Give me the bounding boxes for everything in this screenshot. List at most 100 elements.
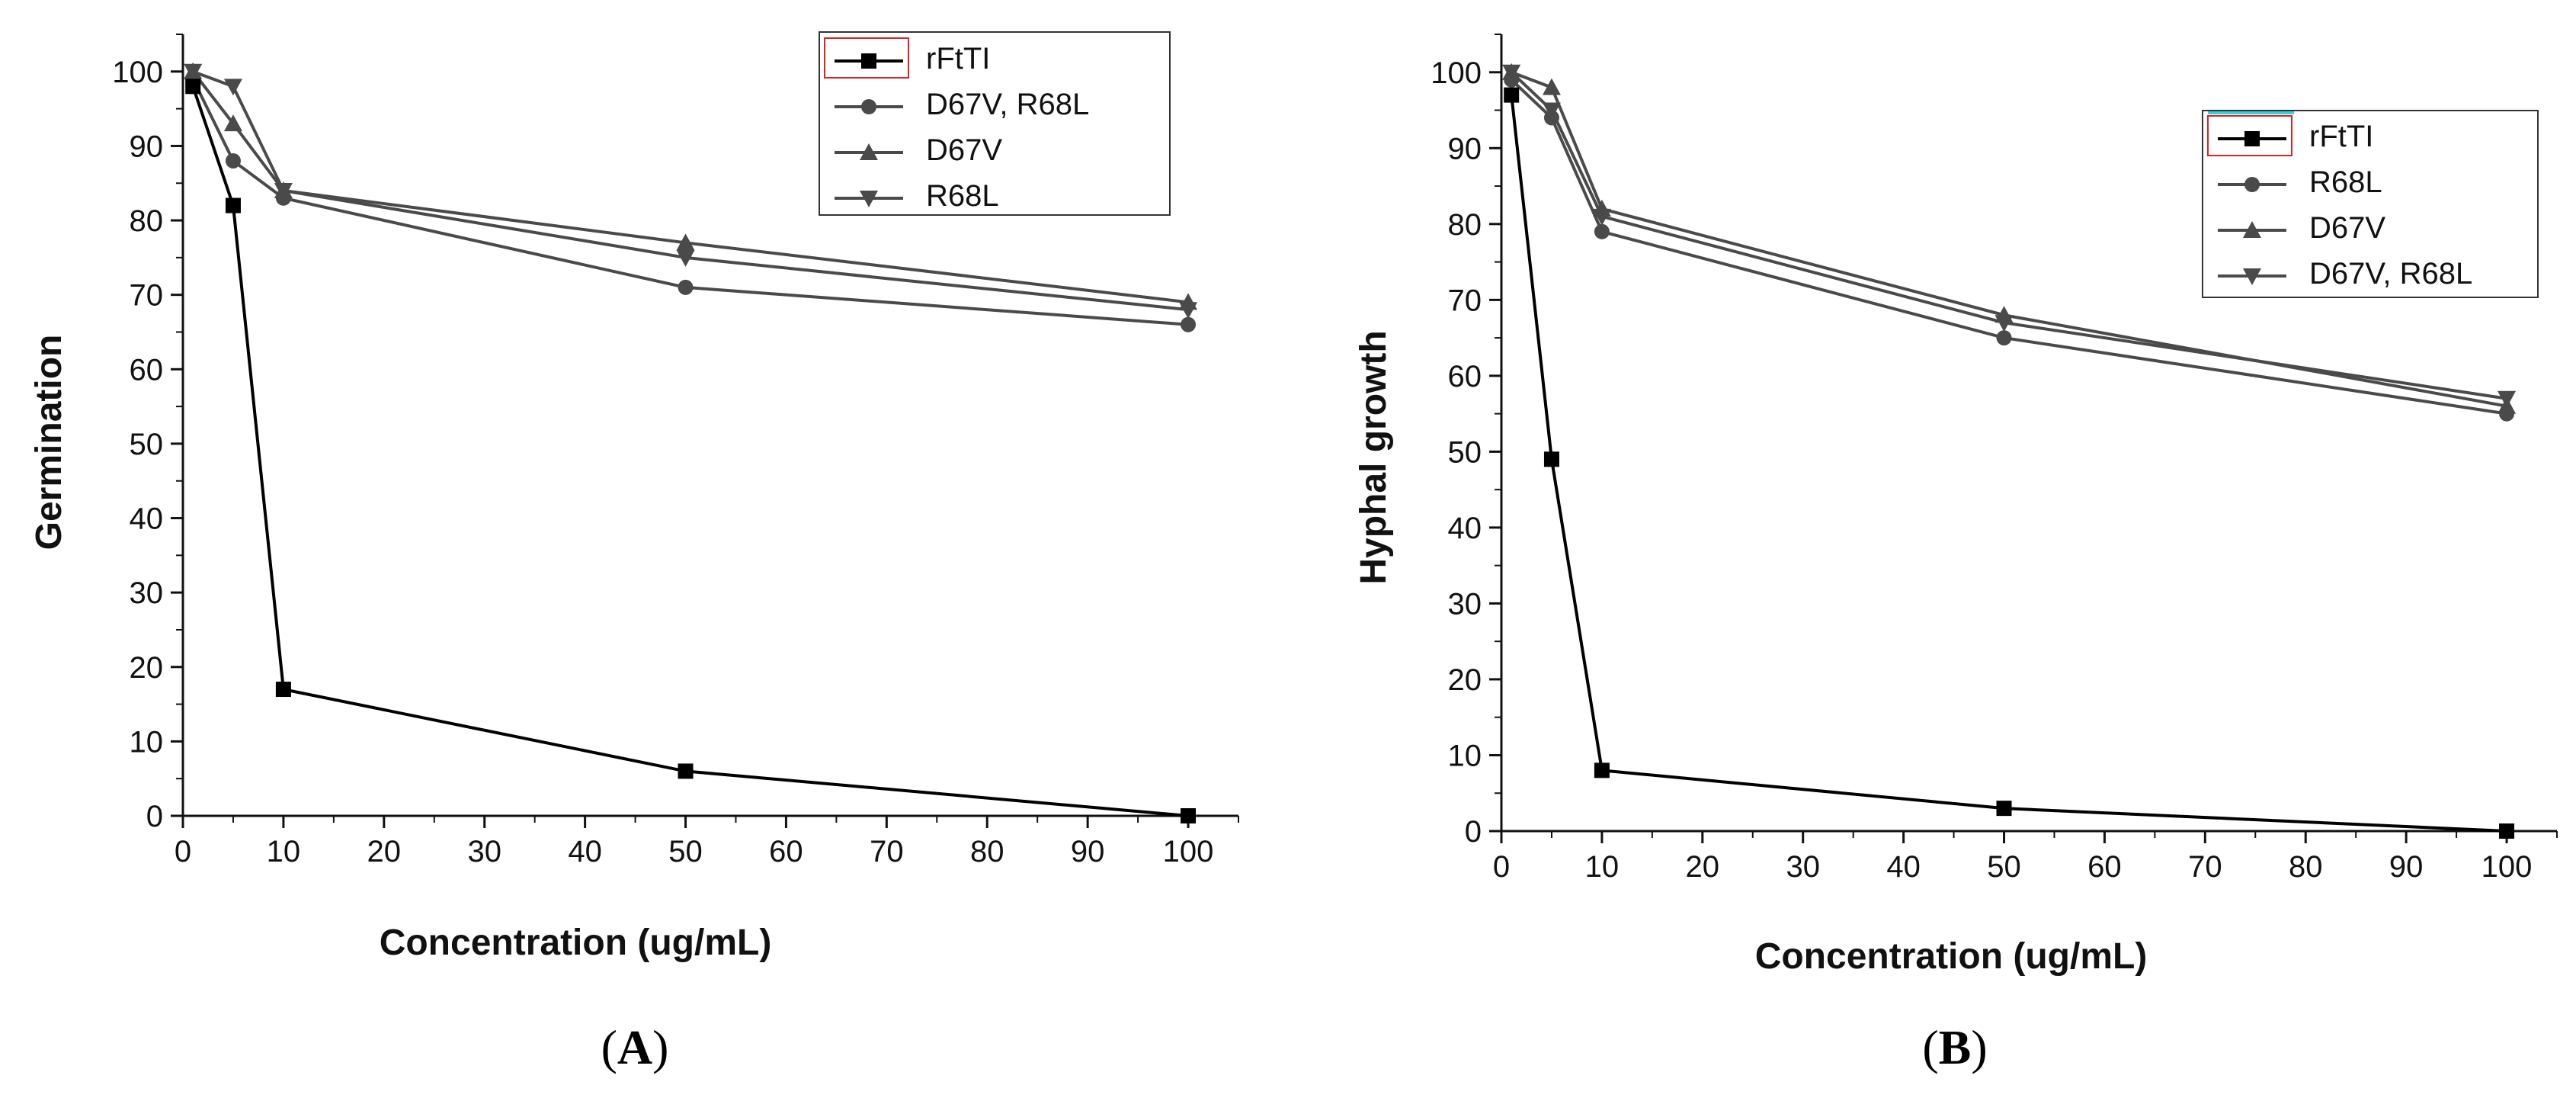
chart-b-y-tick-label: 20	[1448, 663, 1482, 697]
chart-a-data-point	[678, 763, 694, 779]
chart-a-y-tick-label: 50	[130, 428, 164, 461]
chart-b-x-tick-label: 80	[2289, 850, 2323, 884]
chart-a-x-tick-label: 30	[467, 835, 501, 868]
chart-a-legend-key-marker	[861, 53, 876, 69]
chart-a-x-tick-label: 80	[970, 835, 1004, 868]
chart-b-y-tick-label: 0	[1465, 815, 1482, 849]
chart-b-y-tick-label: 70	[1448, 284, 1482, 317]
chart-a-legend-label: D67V, R68L	[926, 88, 1089, 121]
chart-a-legend-key-marker	[860, 143, 878, 160]
chart-a-y-axis-title: Germination	[29, 335, 69, 550]
chart-a-y-tick-label: 20	[130, 651, 164, 685]
chart-b-x-tick-label: 100	[2481, 850, 2533, 884]
chart-b-legend-label: rFtTI	[2309, 120, 2373, 153]
chart-a-y-tick-label: 60	[130, 353, 164, 387]
chart-b-y-tick-label: 60	[1448, 360, 1482, 393]
chart-b-legend-highlight	[2207, 115, 2292, 156]
chart-b-x-tick-label: 90	[2389, 850, 2424, 884]
chart-a-data-point	[676, 249, 695, 267]
chart-a-x-tick-label: 100	[1163, 835, 1214, 868]
chart-a-data-point	[225, 152, 241, 169]
chart-a-x-tick-label: 50	[668, 835, 703, 868]
chart-b-x-tick-label: 0	[1493, 850, 1510, 884]
chart-b-x-tick-label: 60	[2087, 850, 2122, 884]
chart-a-legend-label: D67V	[926, 133, 1002, 167]
chart-b-legend-label: D67V	[2309, 211, 2385, 245]
chart-a-x-tick-label: 90	[1071, 835, 1105, 868]
chart-a-data-point	[274, 183, 293, 200]
chart-a-legend: rFtTI D67V, R68L D67V R68L	[819, 31, 1171, 216]
chart-a-y-tick-label: 0	[146, 800, 163, 833]
chart-b-x-tick-label: 50	[1987, 850, 2021, 884]
chart-b-x-tick-label: 70	[2188, 850, 2222, 884]
chart-b-y-axis-title: Hyphal growth	[1354, 330, 1394, 584]
chart-a-data-point	[1181, 808, 1197, 823]
chart-b-data-point	[1542, 102, 1561, 120]
chart-a-data-point	[185, 79, 201, 95]
chart-a-plot-area: 0 10 20 30 40 50 60 70 80 90 100 0 10 20 30 40 50 60 70 80 9…	[112, 34, 1239, 868]
chart-panel-b: 0 10 20 30 40 50 60 70 80 90 100 0 10 20 30 40 50 60 70 80 9…	[1354, 34, 2558, 1074]
chart-b-y-tick-label: 80	[1448, 208, 1482, 242]
chart-b-data-point	[1594, 762, 1610, 778]
chart-a-data-point	[1179, 302, 1198, 319]
chart-b-y-tick-label: 90	[1448, 132, 1482, 165]
chart-a-x-tick-label: 10	[267, 835, 301, 868]
chart-b-data-point	[1594, 223, 1610, 239]
chart-b-y-tick-label: 100	[1431, 56, 1482, 90]
chart-b-data-point	[1542, 78, 1561, 95]
chart-b-legend-label: D67V, R68L	[2309, 257, 2472, 290]
chart-b-data-point	[1994, 315, 2014, 332]
chart-a-data-point	[678, 279, 694, 295]
chart-a-y-tick-label: 90	[130, 130, 164, 163]
chart-a-y-tick-label: 10	[130, 725, 164, 759]
chart-a-y-tick-label: 30	[130, 576, 164, 610]
chart-b-x-axis-title: Concentration (ug/mL)	[1755, 936, 2148, 977]
chart-b-legend-keys	[2218, 131, 2286, 285]
panel-label-a: (A)	[601, 1020, 669, 1074]
chart-a-x-tick-label: 20	[367, 835, 402, 868]
chart-a-y-tick-label: 80	[130, 204, 164, 238]
chart-a-x-tick-label: 70	[870, 835, 904, 868]
chart-a-x-axis-title: Concentration (ug/mL)	[380, 923, 772, 963]
chart-b-legend-key-marker	[2244, 177, 2260, 192]
chart-b-y-tick-label: 50	[1448, 435, 1482, 469]
chart-a-legend-highlight	[824, 37, 909, 79]
chart-b-data-point	[1592, 208, 1611, 226]
chart-a-data-point	[223, 79, 242, 96]
chart-b-legend-label: R68L	[2309, 165, 2382, 199]
chart-b-legend-key-marker	[2243, 268, 2261, 285]
chart-b-x-tick-label: 10	[1585, 850, 1620, 884]
chart-a-x-tick-label: 40	[568, 835, 602, 868]
chart-b-y-tick-label: 10	[1448, 739, 1482, 772]
chart-b-data-point	[1504, 87, 1520, 103]
chart-b-legend-key-marker	[2244, 131, 2260, 146]
chart-b-plot-area: 0 10 20 30 40 50 60 70 80 90 100 0 10 20 30 40 50 60 70 80 9…	[1431, 34, 2558, 884]
chart-b-legend: rFtTI R68L D67V D67V, R68L	[2202, 110, 2539, 298]
chart-a-x-tick-label: 60	[769, 835, 803, 868]
chart-b-x-tick-label: 30	[1786, 850, 1820, 884]
chart-b-legend-key-marker	[2243, 221, 2261, 238]
chart-panel-a: 0 10 20 30 40 50 60 70 80 90 100 0 10 20 30 40 50 60 70 80 9…	[29, 31, 1239, 1074]
chart-a-legend-label: rFtTI	[926, 42, 990, 75]
chart-a-data-point	[184, 63, 203, 81]
chart-b-y-tick-label: 40	[1448, 512, 1482, 545]
chart-b-data-point	[2499, 823, 2515, 839]
panel-label-b: (B)	[1922, 1020, 1987, 1074]
chart-a-x-tick-label: 0	[175, 835, 191, 868]
chart-a-legend-label: R68L	[926, 179, 999, 213]
chart-a-data-point	[223, 114, 242, 132]
chart-a-data-point	[676, 233, 695, 251]
chart-a-legend-key-marker	[860, 191, 878, 207]
chart-a-y-tick-label: 100	[112, 56, 163, 89]
chart-b-data-point	[1996, 801, 2012, 817]
chart-a-legend-keys	[835, 53, 903, 207]
chart-b-y-tick-label: 30	[1448, 587, 1482, 621]
chart-b-x-tick-label: 20	[1686, 850, 1720, 884]
chart-a-data-point	[275, 682, 291, 698]
chart-a-y-tick-label: 70	[130, 279, 164, 313]
chart-b-data-point	[1543, 451, 1559, 467]
chart-b-x-tick-label: 40	[1886, 850, 1921, 884]
chart-a-legend-key-marker	[861, 99, 876, 114]
chart-a-data-point	[225, 197, 241, 213]
